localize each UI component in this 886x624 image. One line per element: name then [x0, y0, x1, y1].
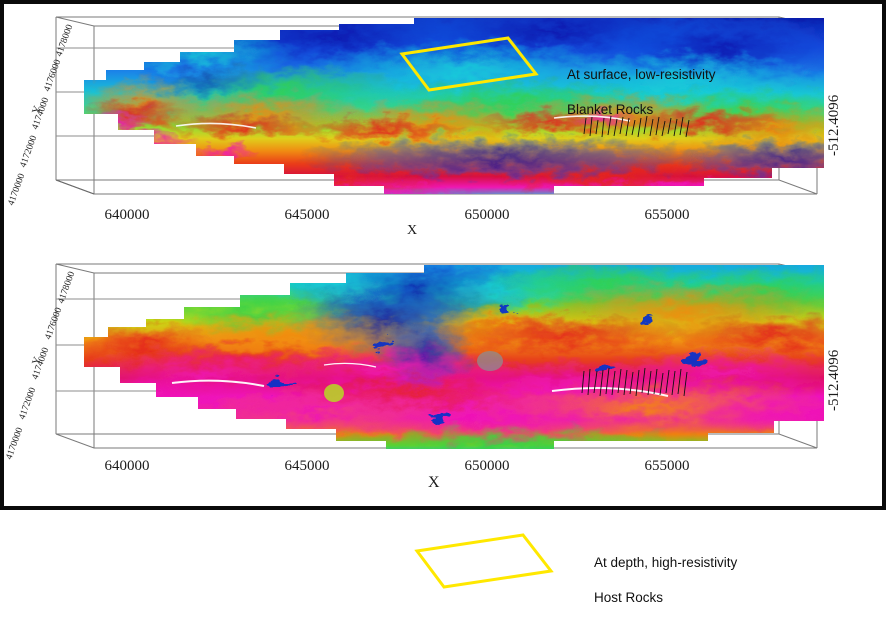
xaxis-label-top: X	[407, 223, 418, 238]
xtick-bottom-2: 650000	[464, 458, 510, 474]
annotation-bottom: At depth, high-resistivity Host Rocks	[594, 536, 737, 624]
annotation-top-line2: Blanket Rocks	[567, 101, 654, 117]
resistivity-surface-bottom	[84, 265, 824, 453]
annotation-top: At surface, low-resistivity Blanket Rock…	[567, 48, 716, 136]
depth-resistivity-panel: At depth, high-resistivity Host Rocks 41…	[4, 251, 882, 605]
annotation-bottom-line1: At depth, high-resistivity	[594, 554, 738, 570]
highlight-box-top	[399, 36, 539, 92]
xtick-bottom-3: 655000	[644, 458, 690, 474]
drillhole-traces-bottom	[581, 367, 688, 397]
drillhole-traces-top	[583, 115, 690, 138]
annotation-bottom-line2: Host Rocks	[594, 589, 664, 605]
xtick-top-3: 655000	[644, 207, 690, 223]
xtick-bottom-1: 645000	[284, 458, 330, 474]
annotation-top-line1: At surface, low-resistivity	[567, 66, 716, 82]
xtick-top-2: 650000	[464, 207, 510, 223]
figure-frame: At surface, low-resistivity Blanket Rock…	[0, 0, 886, 605]
xtick-top-1: 645000	[284, 207, 330, 223]
zaxis-label-bottom: -512.4096	[826, 349, 842, 411]
surface-resistivity-panel: At surface, low-resistivity Blanket Rock…	[4, 4, 882, 251]
xaxis-label-bottom: X	[428, 474, 440, 491]
highlight-box-bottom	[414, 533, 554, 589]
zaxis-label-top: -512.4096	[826, 94, 842, 156]
xtick-top-0: 640000	[104, 207, 150, 223]
xtick-bottom-0: 640000	[104, 458, 150, 474]
